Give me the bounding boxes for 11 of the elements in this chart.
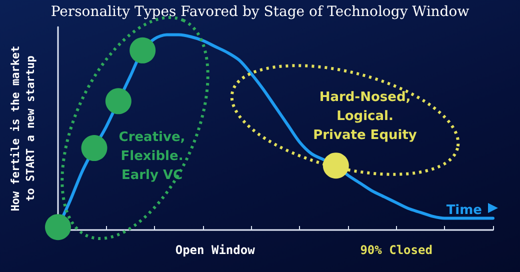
chart-title: Personality Types Favored by Stage of Technology Window xyxy=(50,4,470,20)
point xyxy=(105,88,132,114)
x-tick-label: 90% Closed xyxy=(360,243,432,257)
x-tick-label: Open Window xyxy=(175,243,256,257)
point xyxy=(45,214,71,240)
annotation: Time xyxy=(446,203,482,218)
point xyxy=(81,135,108,162)
point xyxy=(322,152,349,179)
y-axis-title: How fertile is the market to START a new startup xyxy=(9,46,37,212)
annotation: Hard-Nosed, Logical. Private Equity xyxy=(313,90,418,143)
point xyxy=(130,37,156,64)
